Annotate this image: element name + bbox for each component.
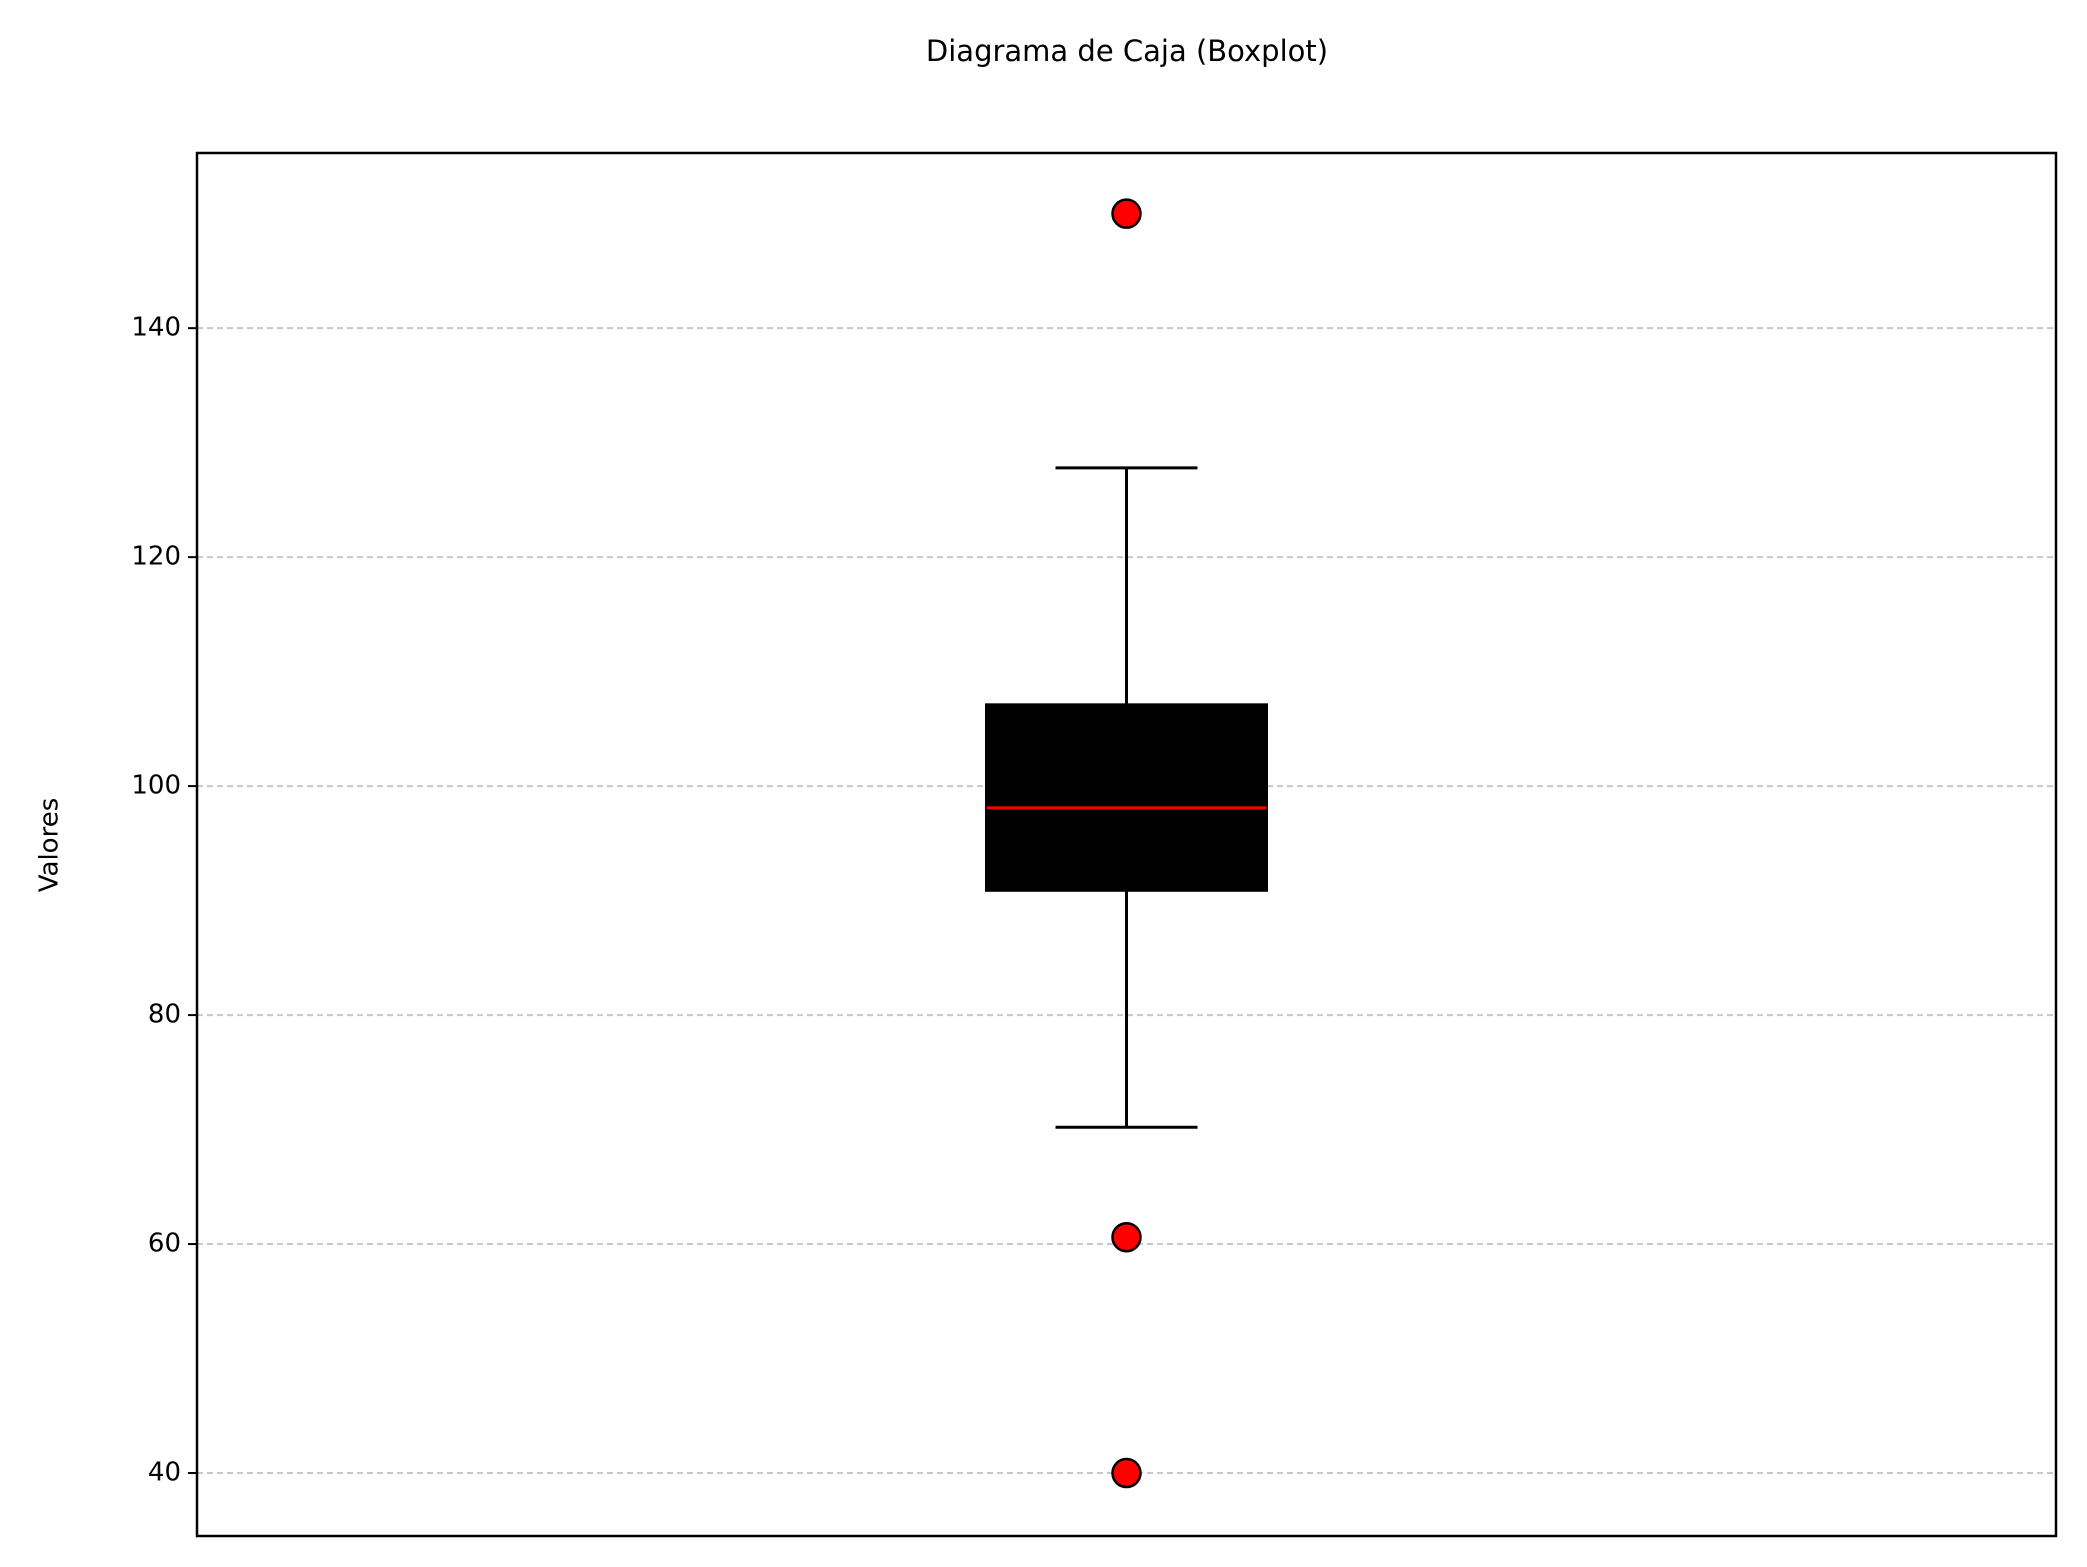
y-axis-label: Valores — [35, 798, 65, 893]
outlier — [1111, 198, 1142, 229]
plot-frame — [195, 151, 2058, 1538]
outlier — [1111, 1457, 1142, 1489]
y-tick-label: 80 — [148, 1000, 181, 1030]
y-tick-label: 100 — [131, 771, 181, 801]
outlier — [1111, 1221, 1142, 1253]
y-tick-label: 120 — [131, 542, 181, 572]
box — [985, 703, 1268, 892]
chart-title: Diagrama de Caja (Boxplot) — [926, 34, 1328, 68]
y-tick-label: 140 — [131, 313, 181, 343]
y-tick-label: 60 — [148, 1229, 181, 1259]
y-tick-label: 40 — [148, 1458, 181, 1488]
